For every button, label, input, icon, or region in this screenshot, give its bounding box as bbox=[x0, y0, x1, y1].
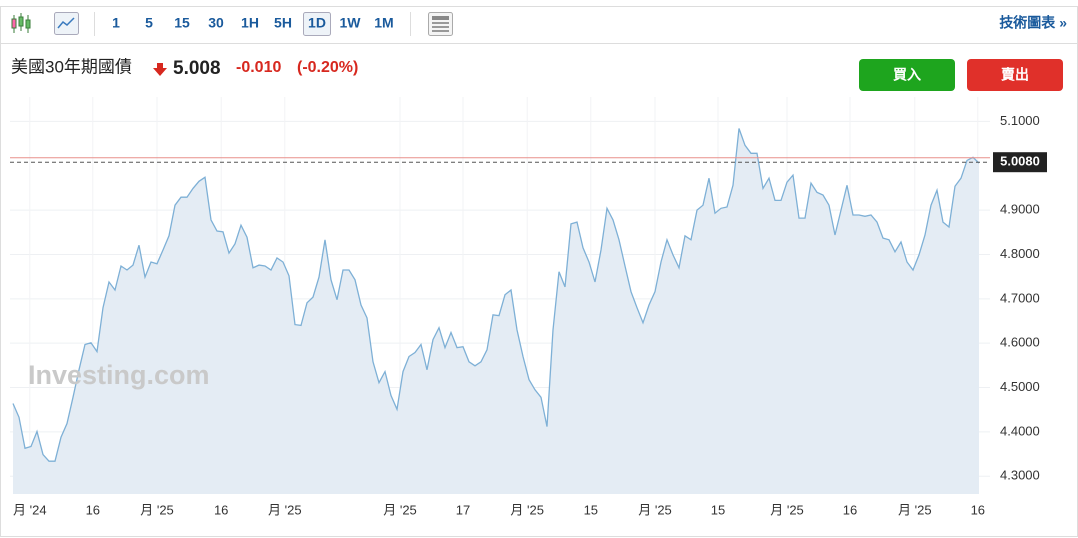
interval-button[interactable]: 15 bbox=[174, 15, 190, 31]
buy-label[interactable]: 買入 bbox=[893, 67, 921, 83]
x-tick-label: 16 bbox=[843, 502, 857, 517]
watermark: Investing.com bbox=[28, 360, 210, 390]
instrument-name: 美國30年期國債 bbox=[11, 57, 132, 76]
sell-button[interactable]: 賣出 bbox=[967, 59, 1063, 91]
active-interval-box[interactable] bbox=[303, 12, 331, 36]
x-tick-label: 月 '24 bbox=[13, 502, 47, 517]
interval-button[interactable]: 30 bbox=[208, 15, 224, 31]
x-tick-label: 16 bbox=[214, 502, 228, 517]
candle-icon[interactable] bbox=[11, 13, 31, 33]
y-tick-label: 4.8000 bbox=[1000, 246, 1040, 261]
down-arrow bbox=[153, 63, 167, 76]
x-tick-label: 月 '25 bbox=[898, 502, 932, 517]
x-tick-label: 月 '25 bbox=[770, 502, 804, 517]
interval-button[interactable]: 1W bbox=[340, 15, 362, 31]
x-tick-label: 月 '25 bbox=[268, 502, 302, 517]
interval-button[interactable]: 1 bbox=[112, 15, 120, 31]
interval-button[interactable]: 5H bbox=[274, 15, 292, 31]
area-fill bbox=[13, 128, 979, 494]
change: -0.010 bbox=[236, 59, 281, 76]
x-tick-label: 月 '25 bbox=[140, 502, 174, 517]
y-tick-label: 4.5000 bbox=[1000, 379, 1040, 394]
y-tick-label: 4.4000 bbox=[1000, 423, 1040, 438]
y-tick-label: 4.3000 bbox=[1000, 468, 1040, 483]
y-tick-label: 4.6000 bbox=[1000, 335, 1040, 350]
y-tick-label: 4.9000 bbox=[1000, 202, 1040, 217]
x-tick-label: 17 bbox=[456, 502, 470, 517]
buy-button[interactable]: 買入 bbox=[859, 59, 955, 91]
current-price-box bbox=[993, 152, 1047, 173]
current-price-label: 5.0080 bbox=[1000, 154, 1040, 169]
tech-chart-link[interactable]: 技術圖表 » bbox=[999, 15, 1067, 31]
interval-button[interactable]: 5 bbox=[145, 15, 153, 31]
price: 5.008 bbox=[173, 58, 221, 79]
x-tick-label: 月 '25 bbox=[383, 502, 417, 517]
area-icon[interactable] bbox=[54, 12, 79, 35]
layout-icon[interactable] bbox=[428, 12, 453, 36]
interval-button[interactable]: 1D bbox=[308, 15, 326, 31]
y-tick-label: 4.7000 bbox=[1000, 290, 1040, 305]
interval-button[interactable]: 1H bbox=[241, 15, 259, 31]
change-percent: (-0.20%) bbox=[297, 59, 358, 76]
x-tick-label: 月 '25 bbox=[510, 502, 544, 517]
y-tick-label: 5.1000 bbox=[1000, 113, 1040, 128]
x-tick-label: 月 '25 bbox=[638, 502, 672, 517]
x-tick-label: 15 bbox=[711, 502, 725, 517]
x-tick-label: 16 bbox=[86, 502, 100, 517]
x-tick-label: 16 bbox=[971, 502, 985, 517]
interval-button[interactable]: 1M bbox=[374, 15, 393, 31]
sell-label[interactable]: 賣出 bbox=[1000, 67, 1029, 83]
x-tick-label: 15 bbox=[584, 502, 598, 517]
price-line bbox=[12, 128, 980, 462]
